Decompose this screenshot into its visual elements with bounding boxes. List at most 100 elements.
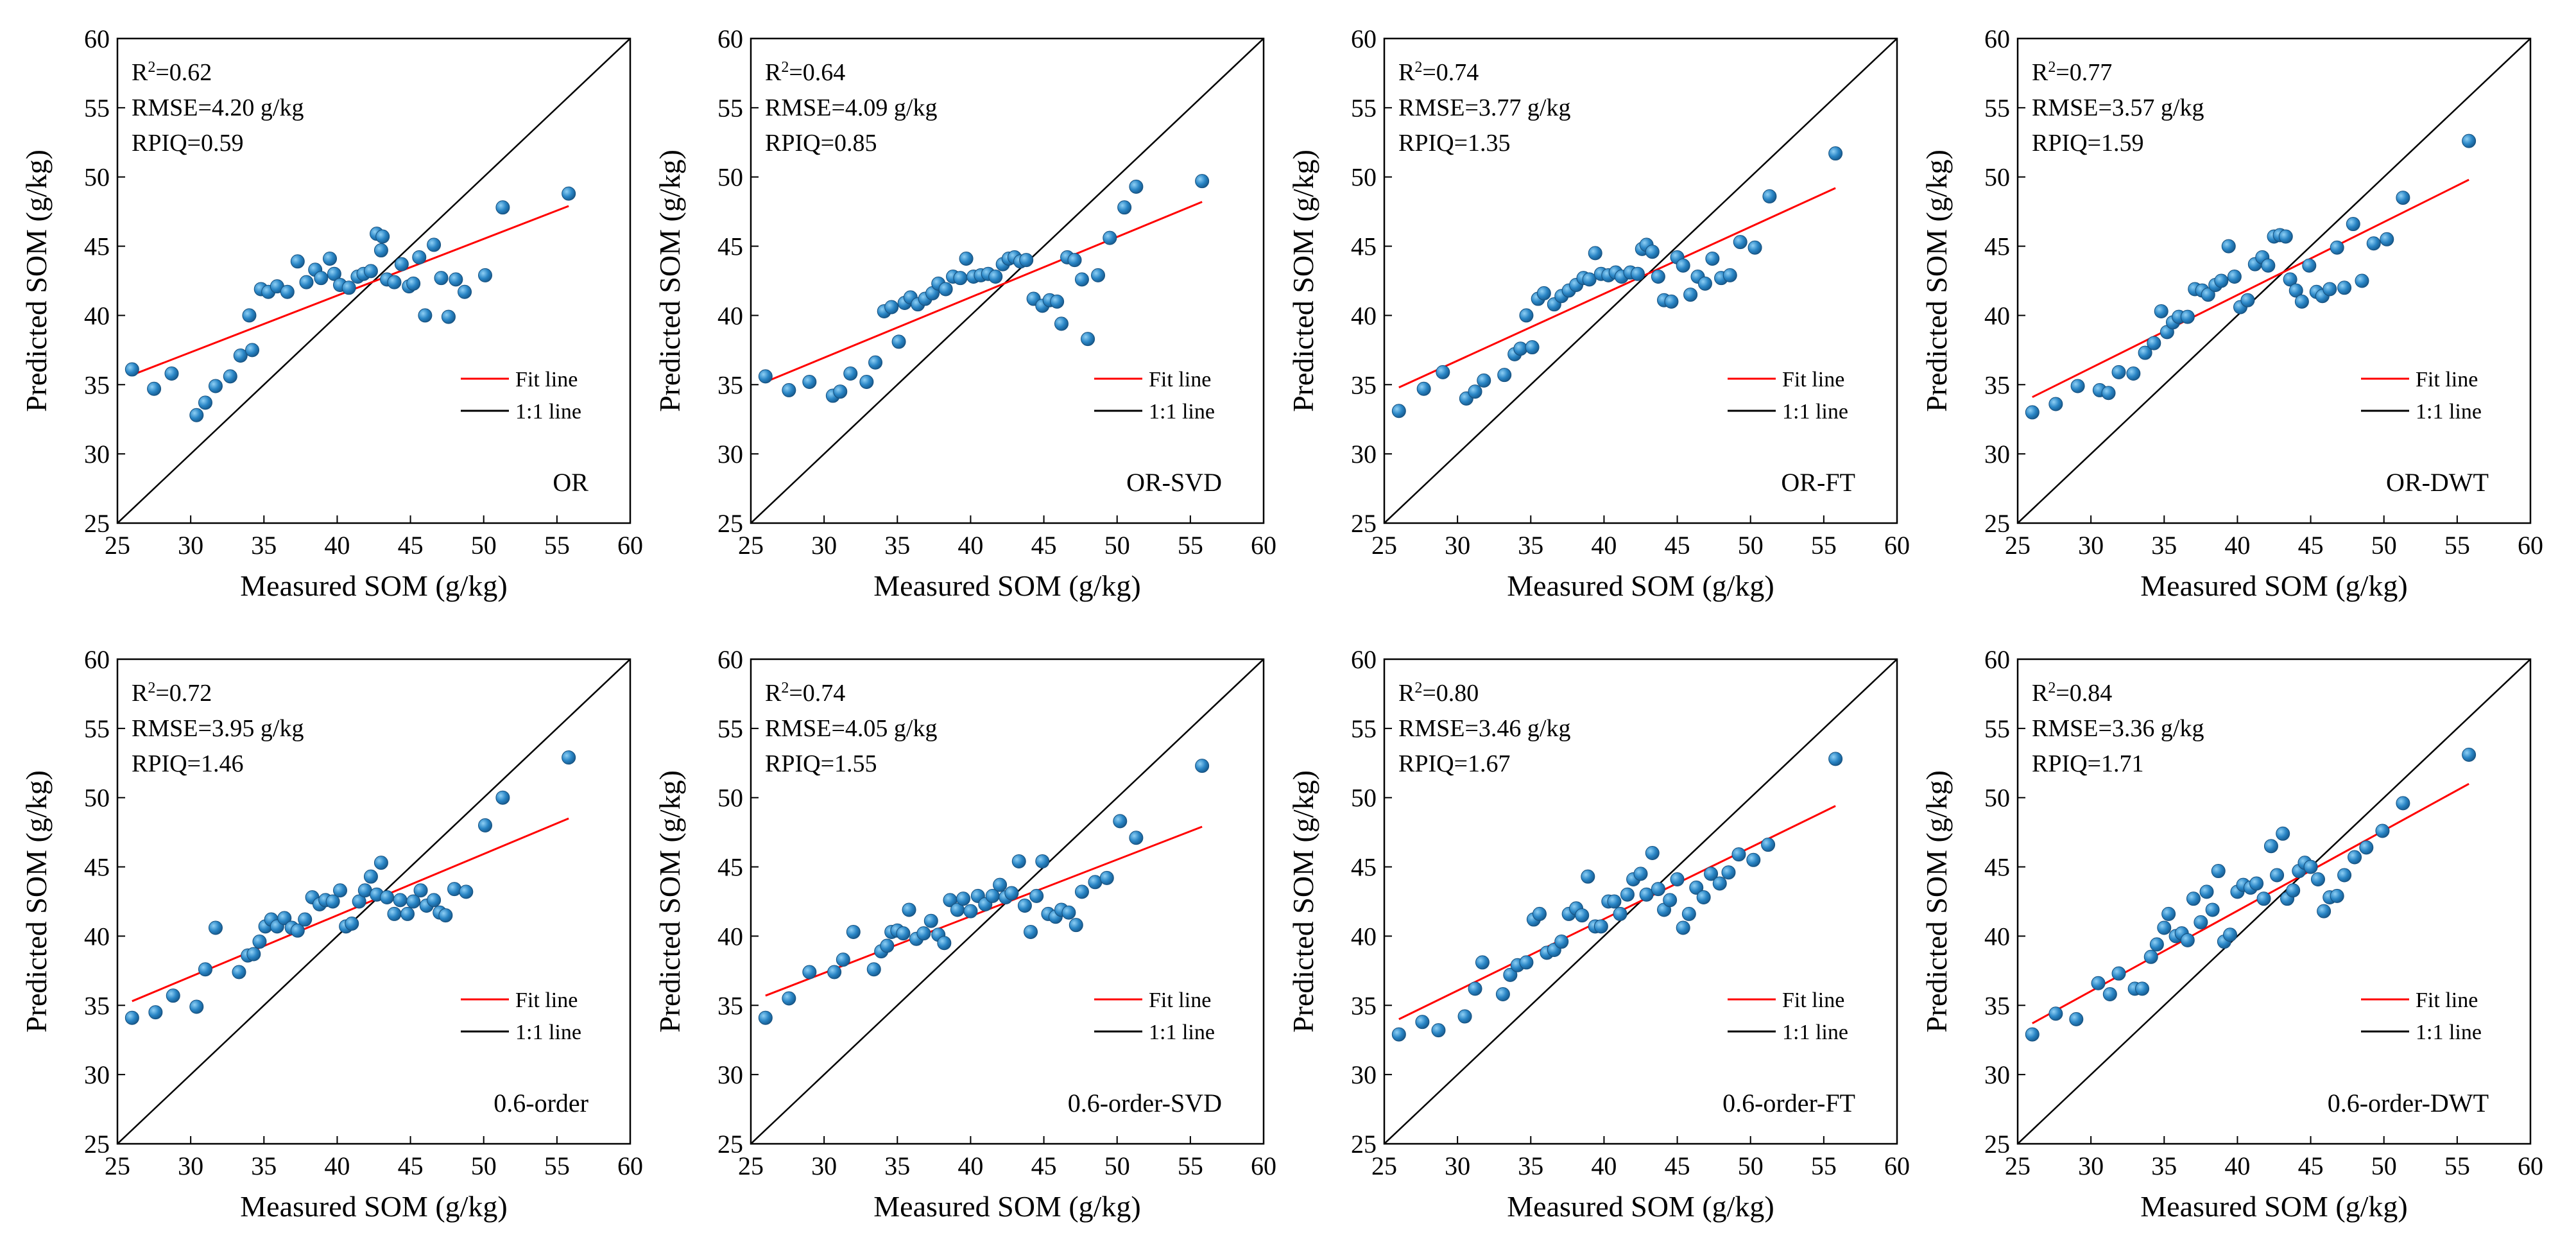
x-tick-label: 30: [1445, 1151, 1470, 1180]
data-point: [2288, 283, 2303, 298]
x-tick-label: 30: [178, 531, 203, 560]
data-point: [1828, 146, 1843, 161]
data-point: [963, 904, 978, 919]
legend-fit-label: Fit line: [515, 988, 578, 1012]
data-point: [2249, 876, 2264, 891]
data-point: [843, 367, 858, 381]
data-point: [1195, 174, 1210, 189]
y-tick-label: 30: [717, 440, 743, 469]
data-point: [1613, 906, 1627, 921]
data-point: [2199, 884, 2214, 899]
data-point: [833, 384, 848, 399]
y-tick-label: 50: [1984, 784, 2010, 813]
x-axis-label: Measured SOM (g/kg): [1507, 1190, 1774, 1223]
data-point: [1593, 919, 1608, 934]
y-tick-label: 25: [84, 509, 110, 538]
y-tick-label: 50: [84, 784, 110, 813]
data-point: [1620, 887, 1635, 902]
data-point: [2180, 309, 2195, 324]
data-point: [846, 924, 861, 939]
x-tick-label: 45: [2298, 531, 2324, 560]
data-point: [189, 408, 204, 422]
r2-stat: R2=0.80: [1398, 680, 1479, 707]
y-tick-label: 35: [84, 991, 110, 1020]
y-tick-label: 25: [717, 1130, 743, 1159]
y-tick-label: 45: [717, 853, 743, 882]
x-tick-label: 40: [1591, 531, 1617, 560]
data-point: [412, 250, 427, 264]
legend-fit-label: Fit line: [515, 368, 578, 392]
x-tick-label: 55: [1178, 1151, 1203, 1180]
plot-frame: [116, 37, 631, 524]
one-to-one-line: [2018, 659, 2530, 1144]
y-tick-label: 35: [717, 370, 743, 399]
data-point: [2286, 883, 2301, 898]
data-point: [2091, 976, 2106, 990]
data-point: [277, 911, 292, 926]
data-point: [1762, 189, 1777, 203]
data-point: [2135, 981, 2150, 996]
data-point: [1630, 266, 1645, 281]
x-tick-label: 40: [2224, 1151, 2250, 1180]
one-to-one-line: [2018, 39, 2530, 523]
data-point: [2180, 933, 2195, 947]
data-point: [1683, 288, 1698, 302]
y-axis-label: Predicted SOM (g/kg): [1287, 150, 1319, 412]
data-point: [387, 906, 402, 921]
data-point: [2126, 367, 2141, 381]
data-point: [880, 938, 895, 953]
data-point: [2227, 270, 2242, 284]
x-tick-label: 30: [2078, 1151, 2104, 1180]
y-tick-label: 55: [1984, 714, 2010, 743]
legend-one-label: 1:1 line: [1149, 1021, 1215, 1044]
data-point: [2240, 293, 2255, 307]
y-tick-label: 25: [1351, 509, 1377, 538]
data-point: [859, 374, 874, 389]
r2-prefix: R: [2032, 59, 2048, 86]
data-point: [1054, 316, 1069, 331]
r2-stat: R2=0.77: [2032, 59, 2112, 86]
rmse-stat: RMSE=4.20 g/kg: [132, 94, 304, 121]
data-point: [1513, 341, 1528, 356]
y-tick-label: 45: [84, 232, 110, 261]
data-point: [938, 282, 953, 297]
rpiq-stat: RPIQ=1.59: [2032, 130, 2144, 157]
data-point: [2205, 902, 2220, 917]
data-point: [1731, 847, 1746, 862]
r2-stat: R2=0.64: [765, 59, 845, 86]
x-tick-label: 45: [1665, 531, 1690, 560]
x-axis-label: Measured SOM (g/kg): [873, 569, 1141, 602]
rmse-stat: RMSE=4.09 g/kg: [765, 94, 937, 121]
rmse-stat: RMSE=3.77 g/kg: [1398, 94, 1570, 121]
data-point: [988, 270, 1003, 284]
x-tick-label: 35: [2151, 1151, 2177, 1180]
data-point: [2263, 839, 2278, 854]
y-tick-label: 55: [717, 714, 743, 743]
data-point: [2143, 949, 2158, 964]
y-tick-label: 55: [84, 714, 110, 743]
rpiq-stat: RPIQ=1.67: [1398, 750, 1511, 777]
rpiq-stat: RPIQ=0.85: [765, 130, 877, 157]
y-tick-label: 35: [1984, 991, 2010, 1020]
r2-superscript: 2: [781, 680, 789, 696]
rmse-stat: RMSE=4.05 g/kg: [765, 715, 937, 742]
legend-one-label: 1:1 line: [1149, 400, 1215, 424]
data-point: [1391, 1027, 1406, 1042]
data-point: [352, 894, 366, 909]
plot-frame: [750, 37, 1265, 524]
r2-stat: R2=0.72: [132, 680, 212, 707]
data-point: [836, 953, 850, 967]
chart-panel: 25 30 35 40 45 50 55 60 25 30 35 40 45 50 55 60 Measured…: [1267, 621, 1911, 1241]
data-point: [2396, 191, 2410, 205]
data-point: [1035, 854, 1050, 868]
x-tick-label: 25: [105, 531, 130, 560]
data-point: [148, 1005, 163, 1020]
x-tick-label: 40: [324, 1151, 350, 1180]
data-point: [2211, 864, 2226, 879]
y-tick-label: 40: [1984, 301, 2010, 330]
data-point: [2366, 236, 2381, 251]
y-tick-label: 55: [1351, 94, 1377, 123]
model-label: 0.6-order-SVD: [1068, 1089, 1222, 1117]
data-point: [449, 272, 463, 287]
data-point: [2294, 294, 2309, 309]
